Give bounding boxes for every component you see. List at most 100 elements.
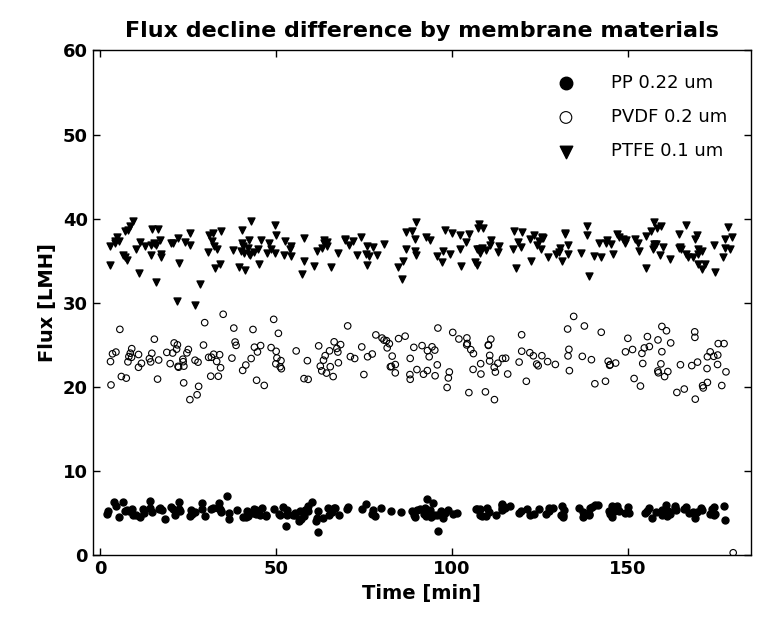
PVDF 0.2 um <box>164 358 176 369</box>
PP 0.22 um <box>496 505 509 516</box>
PTFE 0.1 um <box>205 236 217 246</box>
PVDF 0.2 um <box>482 340 495 350</box>
PTFE 0.1 um <box>171 233 183 243</box>
PP 0.22 um <box>474 510 487 520</box>
PTFE 0.1 um <box>472 223 485 233</box>
PTFE 0.1 um <box>261 247 273 257</box>
PTFE 0.1 um <box>536 233 549 243</box>
PVDF 0.2 um <box>689 333 701 343</box>
PVDF 0.2 um <box>214 350 226 360</box>
PTFE 0.1 um <box>654 250 666 260</box>
PTFE 0.1 um <box>118 227 131 237</box>
PTFE 0.1 um <box>397 256 409 266</box>
PVDF 0.2 um <box>120 373 132 383</box>
PP 0.22 um <box>602 506 615 516</box>
PTFE 0.1 um <box>696 264 708 274</box>
PP 0.22 um <box>496 500 509 510</box>
PTFE 0.1 um <box>367 242 379 252</box>
PP 0.22 um <box>125 504 138 514</box>
PP 0.22 um <box>533 504 545 514</box>
PP 0.22 um <box>306 497 318 507</box>
PVDF 0.2 um <box>268 314 280 324</box>
PVDF 0.2 um <box>320 368 333 378</box>
PP 0.22 um <box>395 507 407 517</box>
PVDF 0.2 um <box>381 343 393 353</box>
PVDF 0.2 um <box>532 361 544 371</box>
PVDF 0.2 um <box>484 350 496 360</box>
PTFE 0.1 um <box>526 256 538 266</box>
PP 0.22 um <box>341 504 353 514</box>
Y-axis label: Flux [LMH]: Flux [LMH] <box>39 244 57 362</box>
PVDF 0.2 um <box>328 337 341 347</box>
PP 0.22 um <box>528 509 540 519</box>
PP 0.22 um <box>410 505 423 515</box>
PTFE 0.1 um <box>535 244 547 254</box>
PTFE 0.1 um <box>680 249 692 259</box>
PP 0.22 um <box>126 510 139 521</box>
PVDF 0.2 um <box>324 362 337 372</box>
PTFE 0.1 um <box>155 252 167 262</box>
PVDF 0.2 um <box>124 348 136 358</box>
PP 0.22 um <box>409 512 422 522</box>
PTFE 0.1 um <box>558 229 570 239</box>
PTFE 0.1 um <box>675 244 687 254</box>
PTFE 0.1 um <box>673 242 686 252</box>
PTFE 0.1 um <box>183 240 196 250</box>
PP 0.22 um <box>546 502 559 512</box>
PP 0.22 um <box>420 511 432 521</box>
PP 0.22 um <box>108 497 120 507</box>
PP 0.22 um <box>250 509 262 519</box>
PTFE 0.1 um <box>211 244 224 254</box>
PP 0.22 um <box>498 502 510 512</box>
PTFE 0.1 um <box>719 243 731 253</box>
PP 0.22 um <box>329 503 341 513</box>
PTFE 0.1 um <box>699 259 711 269</box>
PVDF 0.2 um <box>255 341 267 351</box>
PVDF 0.2 um <box>488 362 501 372</box>
PTFE 0.1 um <box>692 249 704 259</box>
PP 0.22 um <box>521 504 533 514</box>
PTFE 0.1 um <box>146 224 158 234</box>
PTFE 0.1 um <box>129 244 142 254</box>
PTFE 0.1 um <box>396 274 408 284</box>
PTFE 0.1 um <box>279 235 292 245</box>
PVDF 0.2 um <box>115 372 128 382</box>
PTFE 0.1 um <box>339 235 351 245</box>
PVDF 0.2 um <box>423 351 435 362</box>
PP 0.22 um <box>431 510 444 521</box>
PP 0.22 um <box>474 504 486 514</box>
PVDF 0.2 um <box>125 344 138 354</box>
PP 0.22 um <box>708 502 721 512</box>
PP 0.22 um <box>504 501 516 511</box>
PTFE 0.1 um <box>687 252 700 262</box>
PTFE 0.1 um <box>122 225 135 235</box>
PP 0.22 um <box>117 497 129 507</box>
PTFE 0.1 um <box>361 240 373 251</box>
PVDF 0.2 um <box>417 369 430 379</box>
PTFE 0.1 um <box>265 244 277 254</box>
PP 0.22 um <box>153 504 166 514</box>
PP 0.22 um <box>293 516 306 526</box>
PVDF 0.2 um <box>171 340 183 350</box>
PP 0.22 um <box>495 503 508 513</box>
PVDF 0.2 um <box>652 335 664 345</box>
PP 0.22 um <box>709 509 721 519</box>
PTFE 0.1 um <box>473 244 485 254</box>
PP 0.22 um <box>659 500 672 510</box>
PTFE 0.1 um <box>473 220 485 230</box>
PVDF 0.2 um <box>330 343 343 353</box>
PVDF 0.2 um <box>211 357 223 367</box>
PP 0.22 um <box>524 510 536 521</box>
PVDF 0.2 um <box>589 379 601 389</box>
PTFE 0.1 um <box>351 250 363 260</box>
PTFE 0.1 um <box>269 220 281 230</box>
PP 0.22 um <box>663 509 675 519</box>
PVDF 0.2 um <box>638 343 650 353</box>
PTFE 0.1 um <box>692 259 704 269</box>
PVDF 0.2 um <box>301 356 313 366</box>
PP 0.22 um <box>356 504 368 514</box>
PTFE 0.1 um <box>167 238 180 248</box>
PP 0.22 um <box>612 505 625 515</box>
PTFE 0.1 um <box>707 240 720 250</box>
PVDF 0.2 um <box>271 353 283 363</box>
